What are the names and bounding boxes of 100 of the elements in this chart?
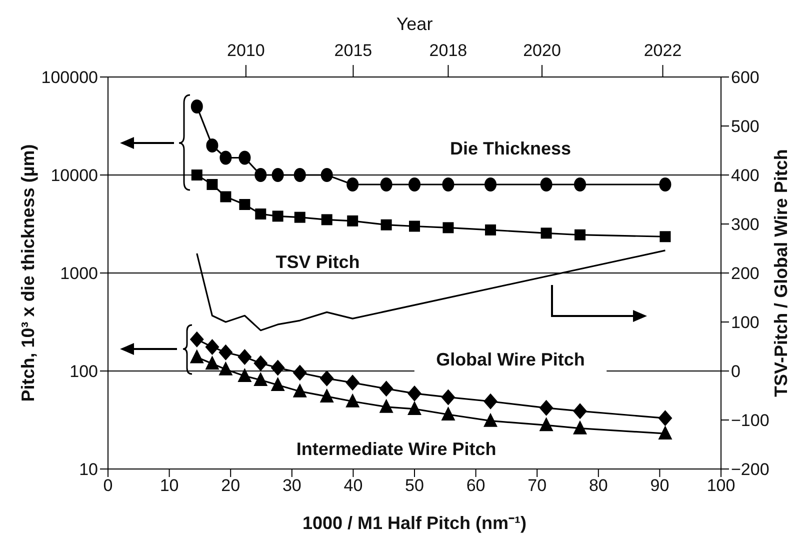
y-axis-title: Pitch, 10³ x die thickness (µm) <box>18 144 38 402</box>
point <box>238 348 252 365</box>
point <box>379 398 394 413</box>
point <box>409 220 420 232</box>
y2-tick-label: 600 <box>731 68 760 88</box>
point <box>574 177 586 192</box>
point <box>255 208 266 220</box>
point <box>191 170 202 180</box>
point <box>190 349 204 364</box>
point <box>320 370 334 386</box>
point <box>239 199 250 210</box>
point <box>292 364 307 381</box>
x-tick-label: 70 <box>528 476 547 496</box>
text: 2020 <box>523 41 561 60</box>
point <box>320 388 334 402</box>
point <box>270 360 285 376</box>
y2-tick-label: 400 <box>731 166 760 186</box>
y2-tick-label: 100 <box>731 313 760 332</box>
y-tick-label: 100 <box>70 362 98 382</box>
point <box>408 177 420 192</box>
point <box>573 403 588 420</box>
y2-tick-label: 0 <box>731 362 740 382</box>
point <box>190 100 203 114</box>
x-tick-label: 80 <box>588 476 608 496</box>
point <box>238 368 252 382</box>
point <box>346 374 360 391</box>
point <box>294 212 306 223</box>
point <box>659 177 672 192</box>
point <box>540 228 552 239</box>
y2-tick-label: 200 <box>731 264 760 284</box>
y-tick-label: 100000 <box>41 68 98 88</box>
y-tick-label: 10 <box>79 460 98 480</box>
point <box>442 177 454 192</box>
y2-axis-title: TSV-Pitch / Global Wire Pitch <box>771 149 791 397</box>
text: 2010 <box>227 41 265 60</box>
point <box>254 168 267 182</box>
point <box>539 417 554 432</box>
point <box>408 400 422 415</box>
point <box>190 331 204 348</box>
point <box>540 177 552 192</box>
x-tick-label: 90 <box>650 476 670 496</box>
point <box>574 229 586 240</box>
point <box>254 355 268 372</box>
x-tick-label: 40 <box>344 476 363 496</box>
point <box>272 168 284 182</box>
point <box>238 150 251 165</box>
x-tick-label: 20 <box>221 476 240 496</box>
text: 2022 <box>644 41 682 60</box>
point <box>658 426 672 440</box>
x-axis-title: 1000 / M1 Half Pitch (nm⁻¹) <box>302 513 527 533</box>
point <box>660 231 671 242</box>
x-tick-label: 10 <box>160 476 179 496</box>
y2-tick-label: −100 <box>731 411 770 430</box>
point <box>218 361 233 376</box>
x-tick-label: 60 <box>466 476 486 496</box>
point <box>270 376 285 391</box>
point <box>218 344 233 360</box>
point <box>408 385 422 402</box>
point <box>441 389 456 406</box>
point <box>346 393 360 408</box>
x-tick-label: 30 <box>282 476 302 496</box>
point <box>379 380 394 397</box>
x-tick-label: 0 <box>103 476 113 496</box>
point <box>206 138 218 152</box>
point <box>484 393 498 410</box>
series-label: Intermediate Wire Pitch <box>296 438 496 459</box>
point <box>320 168 333 182</box>
point <box>346 177 359 192</box>
y2-tick-label: 500 <box>731 117 760 136</box>
point <box>205 356 220 370</box>
point <box>484 412 498 427</box>
point <box>484 177 497 192</box>
point <box>254 372 268 386</box>
x2-axis-title: Year <box>396 14 433 34</box>
point <box>658 410 672 426</box>
point <box>206 178 218 190</box>
x-tick-label: 50 <box>405 476 424 496</box>
series-label: TSV Pitch <box>276 252 360 272</box>
point <box>321 214 332 226</box>
series-label: Global Wire Pitch <box>436 349 585 370</box>
point <box>347 215 358 226</box>
point <box>294 168 306 182</box>
point <box>205 338 220 355</box>
series-label: Die Thickness <box>450 138 572 158</box>
point <box>220 150 232 165</box>
text: 2015 <box>334 41 372 60</box>
point <box>380 177 392 192</box>
point <box>272 210 284 222</box>
point <box>292 383 307 398</box>
text: 2018 <box>429 41 468 60</box>
y2-tick-label: 300 <box>731 215 760 234</box>
y-tick-label: 1000 <box>60 264 98 284</box>
point <box>485 224 496 236</box>
point <box>441 406 456 420</box>
y-tick-label: 10000 <box>50 166 98 186</box>
point <box>442 222 454 234</box>
point <box>573 420 588 434</box>
point <box>220 191 232 202</box>
point <box>380 219 392 230</box>
point <box>539 400 554 416</box>
